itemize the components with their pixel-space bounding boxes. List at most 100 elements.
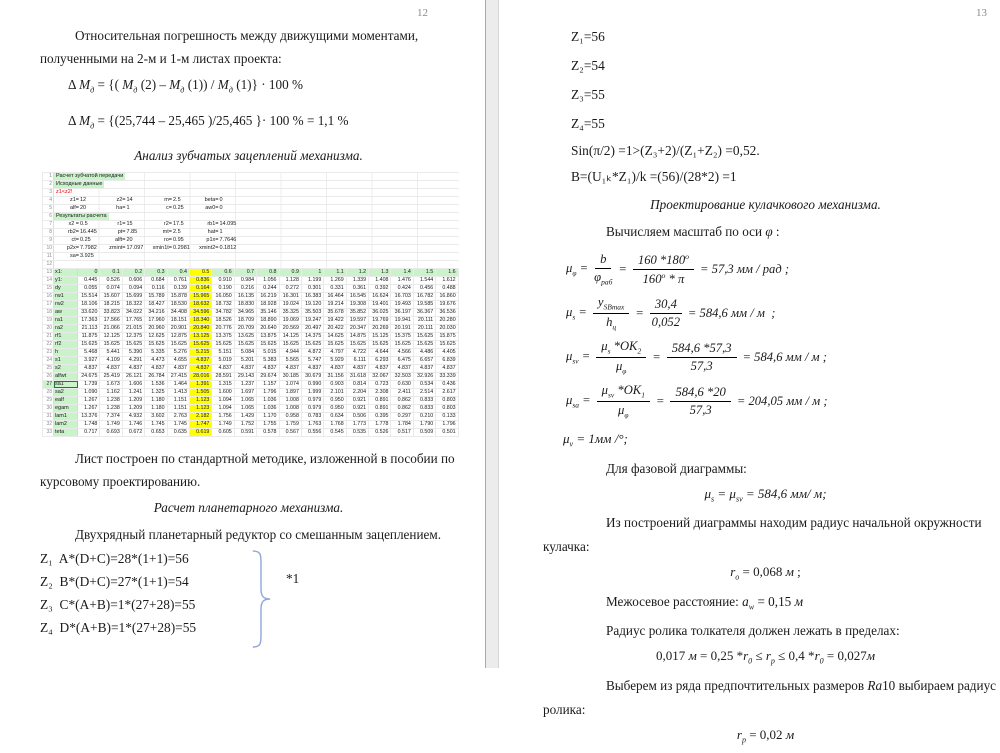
sheet-cell: 0.133 [436,413,459,421]
sheet-cell: 26.121 [123,373,146,381]
sheet-cell: 0.139 [168,285,190,293]
sheet-row: 18 aw 33.620 33.823 34.022 34.216 34.408 34.596… [43,309,459,318]
sheet-cell: 3.925 [80,253,94,260]
sheet-cell: 1 [219,229,223,236]
sheet-cell: 1.429 [235,413,258,421]
sheet-cell: 1.151 [168,405,190,413]
sheet-row: 23 h 5.468 5.441 5.390 5.335 5.276 5.215 5.151 5.… [43,349,459,358]
sheet-row: 27 sa1 1.739 1.673 1.606 1.536 1.464 1.391 1.315… [43,381,459,390]
sheet-cell: 15.514 [78,293,101,301]
sheet-cell: 12 [43,261,54,269]
sheet-cell: 0.950 [324,405,347,413]
sheet-cell: 26.784 [145,373,168,381]
sheet-cell: 1.476 [391,277,414,285]
sheet-row: 16 rw1 15.514 15.607 15.699 15.789 15.878 15.96… [43,293,459,302]
sheet-cell: 0.116 [145,285,168,293]
formula-mu-phi: μφ = b φраб = 160 *180о 160о * π = 57,3 мм / р… [563,251,960,288]
sheet-cell: 19 [43,317,54,325]
sheet-cell: Исходные данные [54,181,105,189]
sheet-cell: 18.215 [100,301,123,309]
sheet-cell: 15.625 [257,341,280,349]
z2-value: Z₂=54 [571,58,605,73]
sheet-cell: 5.747 [302,357,325,365]
sheet-cell: 15.625 [145,341,168,349]
sheet-cell: 4.486 [414,349,437,357]
sheet-cell: 4.797 [324,349,347,357]
sheet-cell: 15.625 [212,341,235,349]
sheet-cell: 23 [43,349,54,357]
sheet-cell: 1.536 [145,381,168,389]
sheet-cell: 0.526 [369,429,392,437]
sheet-cell: 15.625 [414,333,437,341]
sheet-cell: 18.106 [78,301,101,309]
sheet-cell: 35.325 [280,309,302,317]
sheet-cell: 16.050 [212,293,235,301]
sheet-cell: 33.339 [436,373,459,381]
sheet-cell: 0.526 [100,277,123,285]
sheet-row: 28 sa2 1.090 1.162 1.241 1.325 1.413 1.505 1.600… [43,389,459,398]
formula-mu-s: μs = ySBmax hц = 30,4 0,052 = 584,6 мм / м ; [563,295,960,332]
sheet-cell: 1.464 [168,381,190,389]
sheet-cell: 1.237 [235,381,258,389]
section-heading-planetary: Расчет планетарного механизма. [153,500,344,516]
sheet-cell: aw [54,309,78,317]
sheet-cell: rb1= [207,221,219,228]
sheet-cell: 4.655 [168,357,190,365]
sheet-row-body: Расчет зубчатой передачи [54,173,459,181]
sheet-cell: 20.191 [391,325,414,333]
sheet-cell: z1<z2! [56,189,73,196]
sheet-cell: 0.25 [80,237,91,244]
sheet-cell: 0.903 [324,381,347,389]
sheet-cell: 36.025 [369,309,392,317]
sheet-cell: p2x= [66,245,79,252]
sheet-cell: 2.101 [324,389,347,397]
sheet-cell: 0.210 [414,413,437,421]
sheet-cell: 31.156 [324,373,347,381]
sheet-cell: 22 [43,341,54,349]
sheet-cell: 18.732 [212,301,235,309]
z4-value: Z₄=55 [571,116,605,131]
sheet-cell: 6.475 [391,357,414,365]
sheet-cell: 18.830 [235,301,258,309]
sheet-cell: 0.216 [235,285,258,293]
sheet-cell: 5.565 [280,357,302,365]
sheet-cell: 0.634 [324,413,347,421]
sheet-cell: 18.890 [257,317,280,325]
sheet-cell: 19.069 [280,317,302,325]
sheet-cell: 19.247 [302,317,325,325]
sheet-cell: 18.322 [123,301,146,309]
sheet-cell: 13.125 [189,333,213,341]
sheet-cell: 2 [43,181,54,189]
sheet-cell: 13.375 [212,333,235,341]
sheet-cell: 4.837 [391,365,414,373]
ra10-line-1: Выберем из ряда предпочтительных размеро… [606,678,997,694]
sheet-cell: 9 [43,237,54,245]
sheet-cell: 5.151 [212,349,235,357]
sheet-cell: 1.180 [145,405,168,413]
sheet-cell: 15.789 [145,293,168,301]
intro-line-2: полученными на 2-м и 1-м листах проекта: [40,51,282,66]
sheet-cell: 19.308 [347,301,370,309]
page-13: 13 Z₁=56 Z₂=54 Z₃=55 Z₄=55 Sin(π/2) =1>(… [499,0,1000,745]
sheet-cell: 1.123 [189,397,213,405]
z3-value: Z₃=55 [571,87,605,102]
sheet-row-body: Исходные данные [54,181,459,189]
sheet-cell: 0.2981 [173,245,190,252]
sheet-cell: 15.625 [302,341,325,349]
page-13-content: Z₁=56 Z₂=54 Z₃=55 Z₄=55 Sin(π/2) =1>(Z₃+… [499,0,1000,753]
sheet-cell: 0.567 [280,429,302,437]
sheet-cell: 4.837 [302,365,325,373]
sheet-cell: rf1 [54,333,78,341]
ra10-line-2: ролика: [543,702,586,718]
sheet-cell: 4.837 [212,365,235,373]
sheet-cell: 15.625 [100,341,123,349]
sheet-cell: 20.347 [347,325,370,333]
sheet-cell: 0.958 [280,413,302,421]
sheet-cell: 20.569 [280,325,302,333]
r0-equation: rо = 0,068 м ; [730,564,801,582]
sheet-cell: 20.030 [436,325,459,333]
page-gap [485,0,499,668]
sheet-cell: c= [166,205,172,212]
sheet-cell: 0.424 [391,285,414,293]
sheet-cell: 20.280 [436,317,459,325]
